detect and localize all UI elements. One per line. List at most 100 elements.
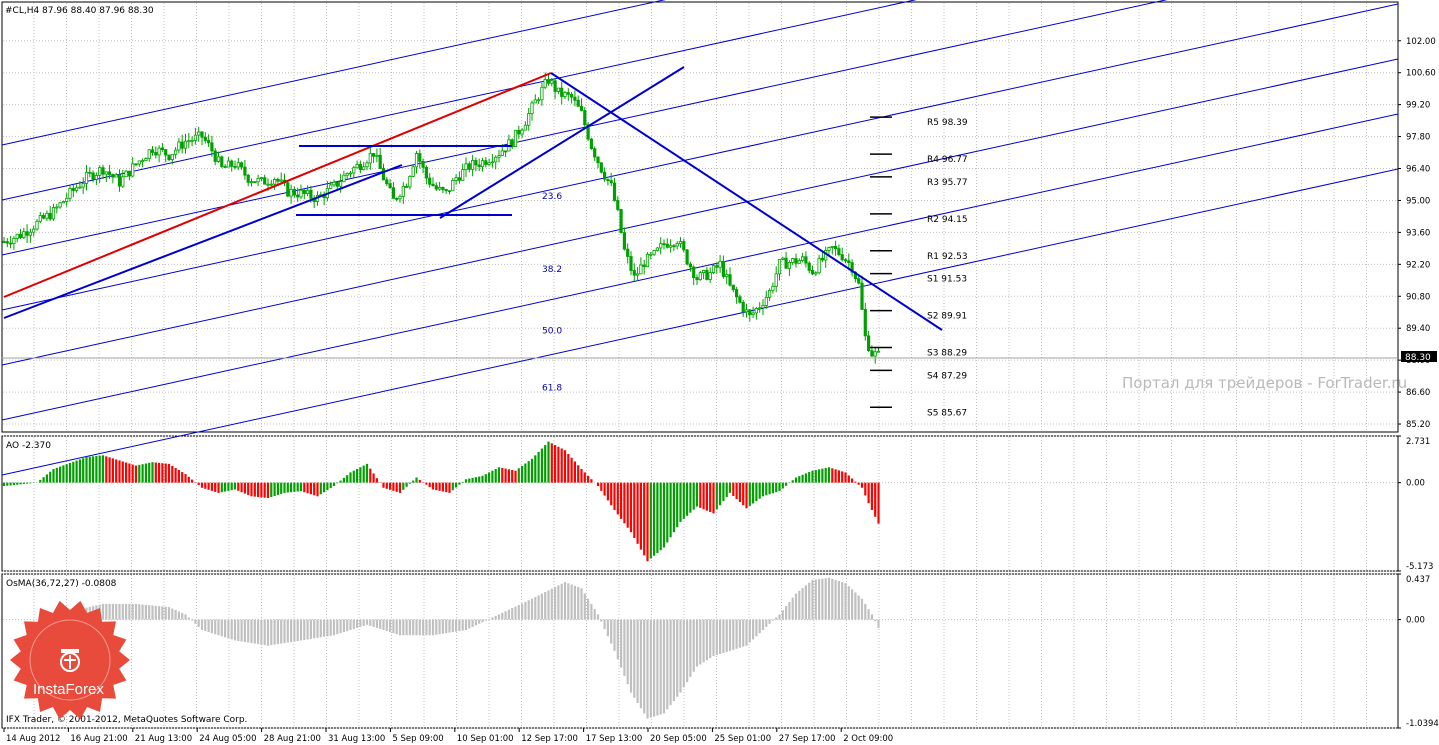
y-tick-label: 85.20 [1406,420,1430,430]
blue-support-line[interactable] [439,66,685,219]
candle [513,129,518,148]
candle [675,241,679,250]
candle [480,157,485,172]
candle [253,181,257,184]
candle [748,308,752,322]
candle [137,160,141,167]
candle [68,185,72,202]
candle [685,248,689,266]
candle [71,184,75,198]
candle [197,126,201,142]
candle [114,172,118,178]
pivot-label: S2 89.91 [927,312,967,322]
candlesticks [2,72,881,364]
candle [18,228,23,239]
candle [477,158,481,172]
candle [2,237,6,243]
candle [817,254,821,275]
candle [55,203,59,214]
y-tick-label: 86.60 [1406,388,1430,398]
osma-title: OsMA(36,72,27) -0.0808 [6,579,117,589]
candle [206,134,211,147]
blue-trend-line[interactable] [3,164,403,319]
x-tick-label: 31 Aug 13:00 [328,734,385,744]
candle [371,153,376,164]
candle [622,227,627,251]
candle [583,106,587,128]
blue-resistance-line[interactable] [550,72,943,331]
trend-lines[interactable] [3,66,943,331]
grid [3,3,1397,729]
candle [164,149,168,163]
candle [388,179,392,189]
candle [154,146,158,159]
candle [454,174,458,185]
ao-panel[interactable]: AO -2.370 [2,441,880,562]
y-tick-label: 89.40 [1406,324,1430,334]
candle [738,294,742,304]
y-tick-label: 90.80 [1406,292,1430,302]
candle [108,164,112,180]
candle [533,94,537,104]
candle [441,186,445,194]
candle [144,157,148,162]
candle [263,174,267,185]
candle [233,160,237,170]
candle [834,240,838,256]
candle [418,149,422,169]
candle [101,164,105,179]
candle [292,186,297,198]
channel-line [1,168,1399,476]
x-tick-label: 10 Sep 01:00 [457,734,514,744]
candle [358,160,363,174]
pivot-label: S5 85.67 [927,408,967,418]
candle [65,192,69,207]
x-tick-label: 25 Sep 01:00 [714,734,771,744]
candle [599,162,603,174]
y-tick-label: 95.00 [1406,196,1430,206]
candle [391,182,396,199]
candle [279,172,283,185]
candle [375,148,379,163]
red-trend-line[interactable] [3,72,552,298]
candle [708,267,712,283]
candle [51,203,56,221]
candle [187,132,191,149]
y-tick-label: 97.80 [1406,133,1430,143]
candle [457,171,462,184]
candle [873,347,877,364]
logo-emblem-icon [60,649,80,672]
watermark: Портал для трейдеров - ForTrader.ru [1122,374,1407,392]
candle [698,270,702,281]
candle [368,145,372,170]
candle [8,236,13,249]
candle [431,177,435,187]
candle [286,181,290,198]
candle [5,238,9,248]
candle [25,224,29,243]
x-tick-label: 12 Sep 17:00 [521,734,578,744]
candle [437,181,442,191]
candle [830,245,834,255]
candle [160,142,164,152]
channel-line [1,58,1399,366]
candle [424,165,429,185]
candle [183,133,188,154]
x-tick-label: 5 Sep 09:00 [392,734,443,744]
candle [741,299,745,317]
price-panel[interactable]: 23.6 38.2 50.0 61.8 R5 98.39 R4 96.77 R3 95.7… [1,0,1407,476]
candle [837,244,841,257]
x-tick-label: 24 Aug 05:00 [199,734,256,744]
candle [269,179,273,187]
candle [659,237,663,255]
candle [626,243,630,264]
candle [395,197,399,202]
candle [249,178,254,187]
candle [612,177,617,202]
candle [28,228,33,243]
candle [243,159,247,180]
candle [705,267,709,281]
candle [801,252,805,263]
copyright-text: IFX Trader, © 2001-2012, MetaQuotes Soft… [6,715,247,725]
